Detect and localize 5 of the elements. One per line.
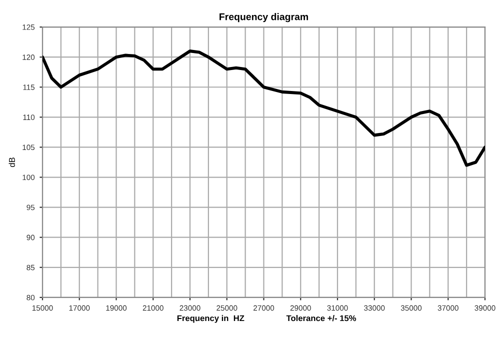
y-axis-title: dB [8,158,15,167]
x-axis-title: Frequency in HZ [177,315,244,323]
line-series [42,50,485,167]
chart-title: Frequency diagram [220,13,308,22]
text: Tolerance +/- 15% [286,315,356,322]
